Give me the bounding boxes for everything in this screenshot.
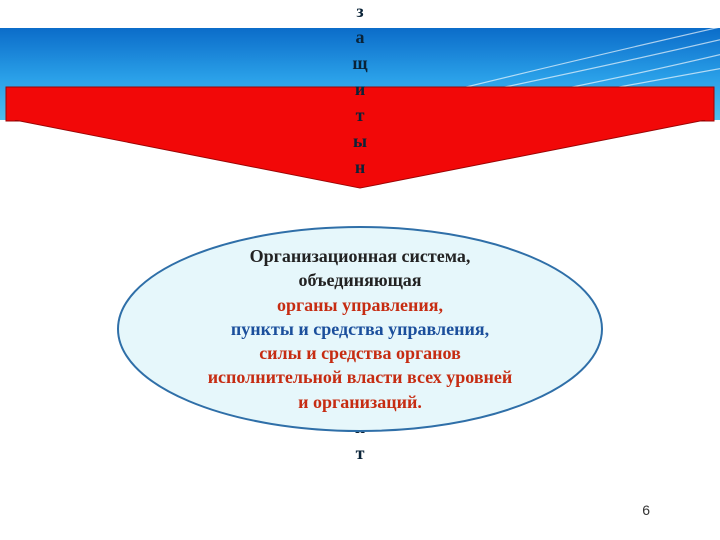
bubble-text: Организационная система,объединяющаяорга… <box>115 224 605 434</box>
bubble-line-4: силы и средства органов <box>259 341 461 365</box>
bubble-line-2: органы управления, <box>277 293 443 317</box>
bubble-line-5: исполнительной власти всех уровней <box>208 365 513 389</box>
bubble-line-3: пункты и средства управления, <box>231 317 489 341</box>
bubble-line-0: Организационная система, <box>250 244 471 268</box>
bubble-line-6: и организаций. <box>298 390 422 414</box>
page-number: 6 <box>642 502 650 518</box>
bubble-line-1: объединяющая <box>298 268 421 292</box>
slide: з а щ и т ы н и т Организационная систем… <box>0 0 720 540</box>
definition-bubble: Организационная система,объединяющаяорга… <box>115 224 605 434</box>
